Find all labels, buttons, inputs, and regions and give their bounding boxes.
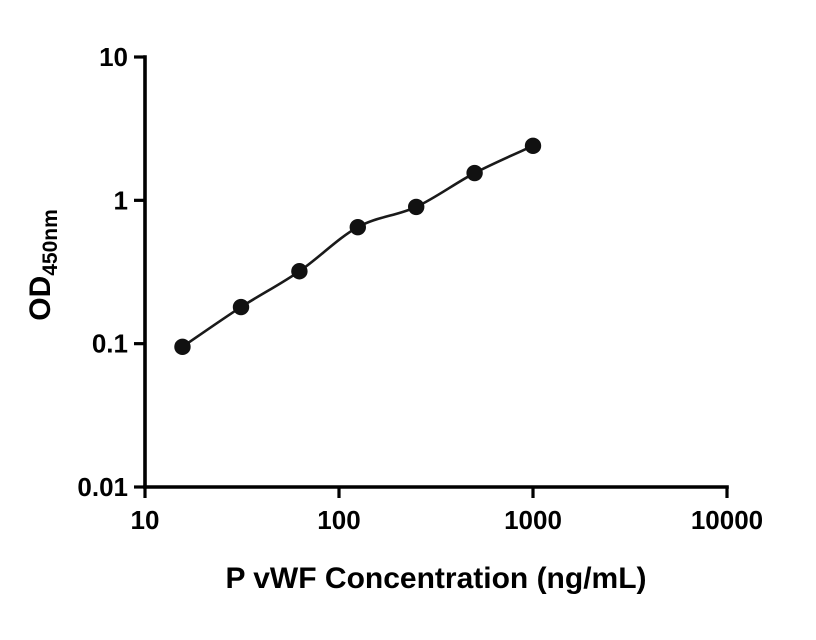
x-tick-label: 10 <box>131 505 160 535</box>
y-tick-label: 0.01 <box>77 472 128 502</box>
x-tick-label: 10000 <box>691 505 763 535</box>
x-axis-title: P vWF Concentration (ng/mL) <box>225 562 646 595</box>
data-point <box>232 298 250 316</box>
plot-area: 10 100 1000 10000 10 1 0.1 0.01 <box>77 42 763 535</box>
y-tick-label: 10 <box>99 42 128 72</box>
data-point <box>466 164 483 182</box>
y-tick-label: 1 <box>114 185 128 215</box>
y-axis-title: OD450nm <box>24 209 62 321</box>
x-tick-label: 1000 <box>504 505 562 535</box>
x-tick-label: 100 <box>317 505 360 535</box>
data-point <box>349 218 367 236</box>
data-point <box>291 263 308 280</box>
y-axis-title-main: OD <box>24 276 57 321</box>
data-point <box>174 338 191 356</box>
data-point <box>524 137 542 155</box>
y-tick-label: 0.1 <box>92 329 128 359</box>
data-point <box>408 198 425 216</box>
y-axis-title-sub: 450nm <box>39 209 62 276</box>
